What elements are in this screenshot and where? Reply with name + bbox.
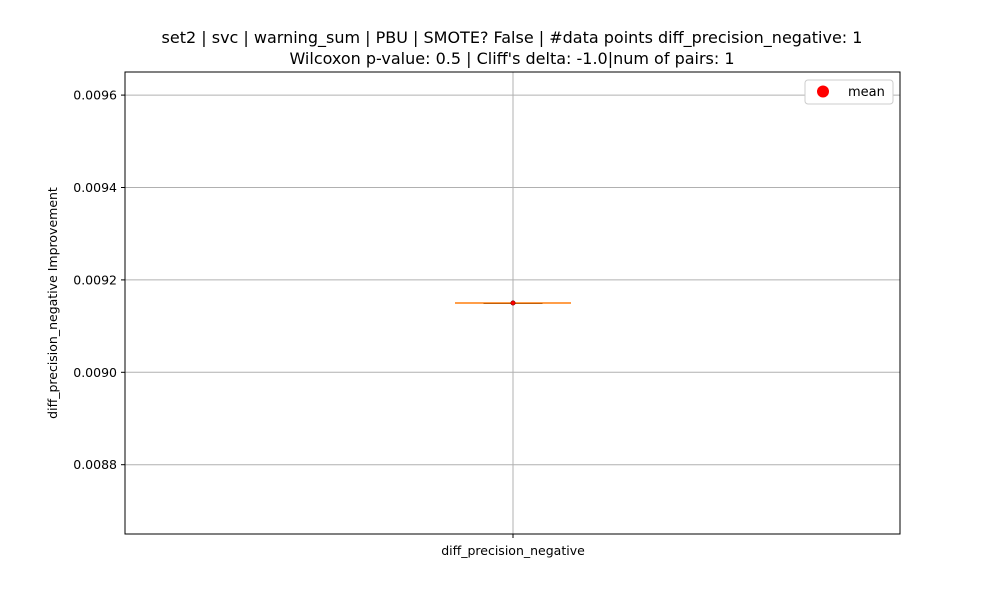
x-tick-label: diff_precision_negative <box>441 543 585 558</box>
legend: mean <box>804 79 894 105</box>
x-axis-ticks: diff_precision_negative <box>441 534 585 558</box>
y-tick-label: 0.0092 <box>73 272 117 287</box>
y-tick-label: 0.0094 <box>73 180 117 195</box>
chart-title: set2 | svc | warning_sum | PBU | SMOTE? … <box>162 28 863 68</box>
chart-title-line-2: Wilcoxon p-value: 0.5 | Cliff's delta: -… <box>289 49 734 68</box>
legend-mean-marker <box>817 85 829 98</box>
y-tick-label: 0.0088 <box>73 457 117 472</box>
y-tick-label: 0.0090 <box>73 365 117 380</box>
legend-mean-label: mean <box>848 85 885 100</box>
box-plot-elements <box>455 300 571 306</box>
y-axis-label: diff_precision_negative Improvement <box>45 187 60 419</box>
legend-box <box>804 79 894 105</box>
y-axis-ticks: 0.0088 0.0090 0.0092 0.0094 0.0096 <box>73 88 125 472</box>
chart-title-line-1: set2 | svc | warning_sum | PBU | SMOTE? … <box>162 28 863 48</box>
box-mean-marker <box>510 300 516 306</box>
y-tick-label: 0.0096 <box>73 88 117 103</box>
